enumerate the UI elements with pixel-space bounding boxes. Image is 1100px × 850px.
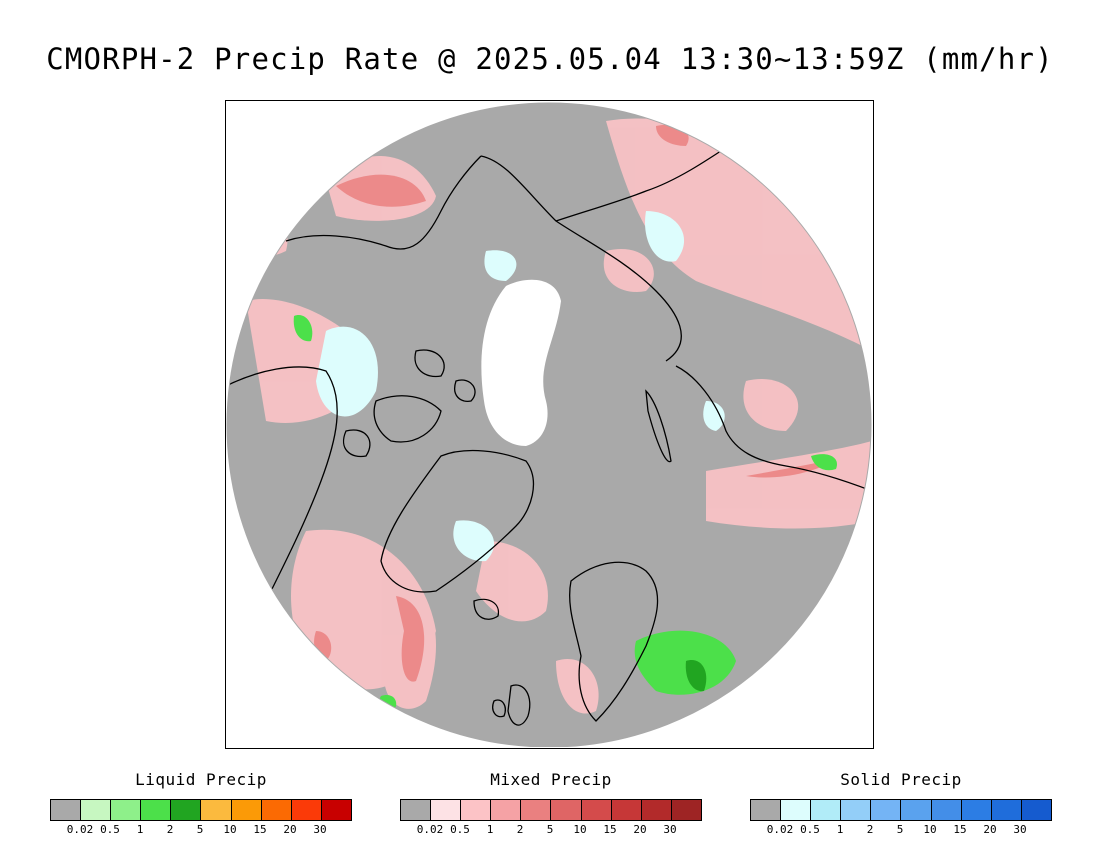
legend-tick-label: 2 bbox=[516, 823, 524, 836]
legend-tick-label: 30 bbox=[313, 823, 327, 836]
legend-tick-label: 5 bbox=[546, 823, 554, 836]
mixed-precip-heavy bbox=[314, 124, 836, 682]
legend-title: Liquid Precip bbox=[135, 770, 267, 789]
page-title: CMORPH-2 Precip Rate @ 2025.05.04 13:30~… bbox=[46, 42, 1054, 76]
legend-colorbar bbox=[750, 799, 1052, 821]
legend-tick-label: 5 bbox=[896, 823, 904, 836]
legend-tick-label: 0.02 bbox=[66, 823, 94, 836]
legend-swatch bbox=[51, 800, 82, 820]
legend-swatch bbox=[781, 800, 812, 820]
solid-precip-areas bbox=[316, 211, 725, 562]
legend-title: Mixed Precip bbox=[490, 770, 612, 789]
legend-swatch bbox=[991, 800, 1022, 820]
map-disc-edge bbox=[226, 102, 872, 747]
legend-swatch bbox=[431, 800, 462, 820]
legend-swatch bbox=[141, 800, 172, 820]
legend-tick-label: 15 bbox=[603, 823, 617, 836]
legend-tick-label: 20 bbox=[283, 823, 297, 836]
legend-tick-label: 10 bbox=[223, 823, 237, 836]
legend-tick-label: 30 bbox=[1013, 823, 1027, 836]
legend-tick-label: 15 bbox=[953, 823, 967, 836]
legend-ticks: 0.02 0.5 1 2 5 10 15 20 30 bbox=[400, 821, 702, 836]
legend-swatch bbox=[871, 800, 902, 820]
legend-swatch bbox=[611, 800, 642, 820]
legend-swatch bbox=[521, 800, 552, 820]
legend-swatch bbox=[901, 800, 932, 820]
legend-tick-label: 1 bbox=[486, 823, 494, 836]
legend-tick-label: 0.02 bbox=[416, 823, 444, 836]
legend-swatch bbox=[751, 800, 782, 820]
legend-tick-label: 10 bbox=[923, 823, 937, 836]
legend-liquid: Liquid Precip 0.02 0.5 1 2 5 10 15 20 30 bbox=[50, 770, 352, 836]
legend-swatch bbox=[231, 800, 262, 820]
legend-swatch bbox=[811, 800, 842, 820]
legend-tick-label: 15 bbox=[253, 823, 267, 836]
legend-swatch bbox=[81, 800, 112, 820]
legend-swatch bbox=[461, 800, 492, 820]
legend-tick-label: 10 bbox=[573, 823, 587, 836]
legend-tick-label: 1 bbox=[836, 823, 844, 836]
legend-swatch bbox=[841, 800, 872, 820]
legend-tick-label: 0.5 bbox=[100, 823, 120, 836]
legend-tick-label: 5 bbox=[196, 823, 204, 836]
liquid-precip-heavy bbox=[685, 660, 707, 692]
legend-colorbar bbox=[400, 799, 702, 821]
legend-swatch bbox=[291, 800, 322, 820]
legend-ticks: 0.02 0.5 1 2 5 10 15 20 30 bbox=[50, 821, 352, 836]
legend-swatch bbox=[201, 800, 232, 820]
legend-tick-label: 1 bbox=[136, 823, 144, 836]
legend-mixed: Mixed Precip 0.02 0.5 1 2 5 10 15 20 30 bbox=[400, 770, 702, 836]
legend-swatch bbox=[961, 800, 992, 820]
legend-tick-label: 0.5 bbox=[800, 823, 820, 836]
legend-tick-label: 0.02 bbox=[766, 823, 794, 836]
legend-ticks: 0.02 0.5 1 2 5 10 15 20 30 bbox=[750, 821, 1052, 836]
legend-solid: Solid Precip 0.02 0.5 1 2 5 10 15 20 30 bbox=[750, 770, 1052, 836]
legend-tick-label: 2 bbox=[166, 823, 174, 836]
polar-precip-map[interactable] bbox=[225, 100, 874, 749]
legend-swatch bbox=[171, 800, 202, 820]
legend-tick-label: 20 bbox=[633, 823, 647, 836]
legend-swatch bbox=[111, 800, 142, 820]
legend-swatch bbox=[671, 800, 701, 820]
legend-swatch bbox=[321, 800, 351, 820]
legend-title: Solid Precip bbox=[840, 770, 962, 789]
legend-tick-label: 0.5 bbox=[450, 823, 470, 836]
legend-swatch bbox=[261, 800, 292, 820]
legend-tick-label: 20 bbox=[983, 823, 997, 836]
legend-tick-label: 2 bbox=[866, 823, 874, 836]
legend-swatch bbox=[491, 800, 522, 820]
legend-tick-label: 30 bbox=[663, 823, 677, 836]
legend-colorbar bbox=[50, 799, 352, 821]
legend-swatch bbox=[551, 800, 582, 820]
legend-swatch bbox=[1021, 800, 1051, 820]
legend-swatch bbox=[641, 800, 672, 820]
legend-swatch bbox=[581, 800, 612, 820]
legend-swatch bbox=[401, 800, 432, 820]
arctic-no-data-region bbox=[481, 279, 561, 446]
map-canvas bbox=[226, 102, 872, 747]
legend-swatch bbox=[931, 800, 962, 820]
